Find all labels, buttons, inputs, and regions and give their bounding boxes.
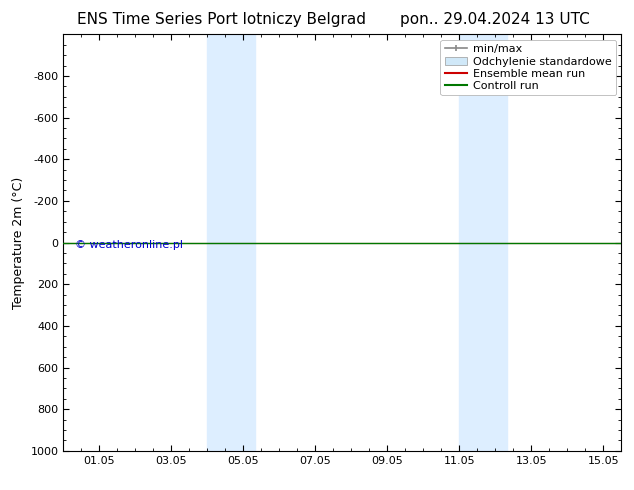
Bar [484,34,507,451]
Bar [231,34,256,451]
Bar [460,34,484,451]
Text: pon.. 29.04.2024 13 UTC: pon.. 29.04.2024 13 UTC [399,12,590,27]
Text: ENS Time Series Port lotniczy Belgrad: ENS Time Series Port lotniczy Belgrad [77,12,366,27]
Legend: min/max, Odchylenie standardowe, Ensemble mean run, Controll run: min/max, Odchylenie standardowe, Ensembl… [441,40,616,96]
Text: © weatheronline.pl: © weatheronline.pl [75,241,183,250]
Bar [207,34,231,451]
Y-axis label: Temperature 2m (°C): Temperature 2m (°C) [12,176,25,309]
